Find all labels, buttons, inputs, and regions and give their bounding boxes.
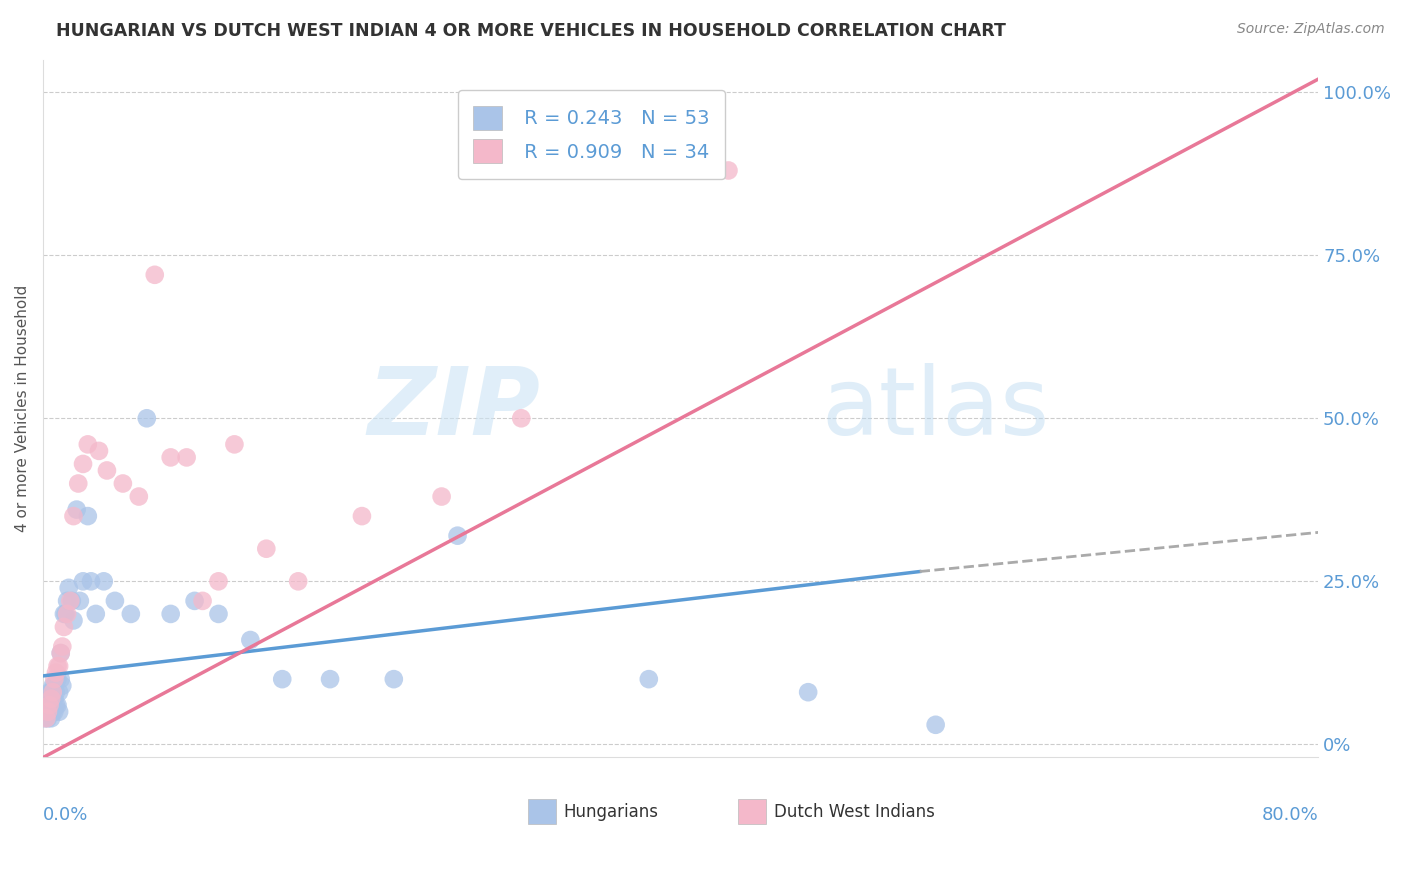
- Point: [62, 509, 84, 524]
- Point: [350, 509, 373, 524]
- Point: [44, 705, 66, 719]
- Text: 0.0%: 0.0%: [44, 806, 89, 824]
- Point: [42, 691, 65, 706]
- Point: [49, 646, 72, 660]
- Point: [51, 640, 73, 654]
- Point: [38, 705, 60, 719]
- Text: ZIP: ZIP: [367, 362, 540, 455]
- Point: [35, 711, 58, 725]
- Point: [135, 411, 157, 425]
- Point: [176, 450, 198, 465]
- Text: Hungarians: Hungarians: [564, 803, 658, 821]
- Point: [120, 607, 142, 621]
- Point: [159, 450, 181, 465]
- Point: [254, 541, 277, 556]
- Point: [72, 457, 94, 471]
- Point: [96, 463, 118, 477]
- Point: [143, 268, 166, 282]
- Point: [45, 665, 67, 680]
- Point: [67, 476, 90, 491]
- Point: [52, 620, 75, 634]
- Point: [46, 698, 69, 713]
- Point: [56, 607, 79, 621]
- Point: [446, 529, 468, 543]
- Point: [48, 685, 70, 699]
- Point: [38, 691, 60, 706]
- Point: [66, 502, 89, 516]
- Text: Dutch West Indians: Dutch West Indians: [773, 803, 935, 821]
- Point: [59, 594, 82, 608]
- Point: [183, 594, 205, 608]
- Point: [46, 672, 69, 686]
- Point: [42, 705, 65, 719]
- Point: [84, 607, 107, 621]
- Point: [62, 614, 84, 628]
- Point: [42, 679, 65, 693]
- Point: [76, 509, 98, 524]
- Point: [37, 705, 59, 719]
- Point: [44, 691, 66, 706]
- Point: [37, 711, 59, 725]
- Point: [49, 646, 72, 660]
- FancyBboxPatch shape: [738, 799, 766, 823]
- Point: [207, 574, 229, 589]
- Point: [38, 698, 60, 713]
- Point: [80, 574, 103, 589]
- Point: [924, 718, 946, 732]
- Point: [39, 685, 62, 699]
- Point: [49, 672, 72, 686]
- Point: [797, 685, 820, 699]
- Text: HUNGARIAN VS DUTCH WEST INDIAN 4 OR MORE VEHICLES IN HOUSEHOLD CORRELATION CHART: HUNGARIAN VS DUTCH WEST INDIAN 4 OR MORE…: [56, 22, 1007, 40]
- Point: [51, 679, 73, 693]
- Y-axis label: 4 or more Vehicles in Household: 4 or more Vehicles in Household: [15, 285, 30, 533]
- Point: [224, 437, 246, 451]
- Text: Source: ZipAtlas.com: Source: ZipAtlas.com: [1237, 22, 1385, 37]
- Point: [510, 411, 533, 425]
- Point: [39, 711, 62, 725]
- Point: [44, 679, 66, 693]
- Point: [287, 574, 309, 589]
- Point: [717, 163, 740, 178]
- Point: [382, 672, 405, 686]
- Legend:  R = 0.243   N = 53,  R = 0.909   N = 34: R = 0.243 N = 53, R = 0.909 N = 34: [458, 90, 725, 178]
- Point: [111, 476, 134, 491]
- Point: [45, 685, 67, 699]
- Point: [207, 607, 229, 621]
- Point: [44, 672, 66, 686]
- Point: [48, 659, 70, 673]
- Point: [37, 698, 59, 713]
- Point: [48, 705, 70, 719]
- Point: [239, 633, 262, 648]
- Point: [45, 698, 67, 713]
- Point: [56, 594, 79, 608]
- Point: [42, 685, 65, 699]
- Point: [58, 581, 80, 595]
- Point: [46, 659, 69, 673]
- Text: 80.0%: 80.0%: [1261, 806, 1319, 824]
- Point: [39, 698, 62, 713]
- Point: [191, 594, 214, 608]
- Point: [93, 574, 115, 589]
- Point: [39, 691, 62, 706]
- Point: [52, 607, 75, 621]
- Point: [76, 437, 98, 451]
- Point: [104, 594, 127, 608]
- Point: [128, 490, 150, 504]
- Point: [55, 607, 77, 621]
- Point: [87, 443, 110, 458]
- Point: [159, 607, 181, 621]
- Point: [69, 594, 91, 608]
- Point: [35, 705, 58, 719]
- Point: [72, 574, 94, 589]
- Point: [430, 490, 453, 504]
- Point: [271, 672, 294, 686]
- Point: [637, 672, 659, 686]
- Point: [60, 594, 83, 608]
- Text: atlas: atlas: [821, 362, 1049, 455]
- Point: [38, 685, 60, 699]
- Point: [34, 711, 56, 725]
- Point: [35, 698, 58, 713]
- FancyBboxPatch shape: [527, 799, 555, 823]
- Point: [319, 672, 342, 686]
